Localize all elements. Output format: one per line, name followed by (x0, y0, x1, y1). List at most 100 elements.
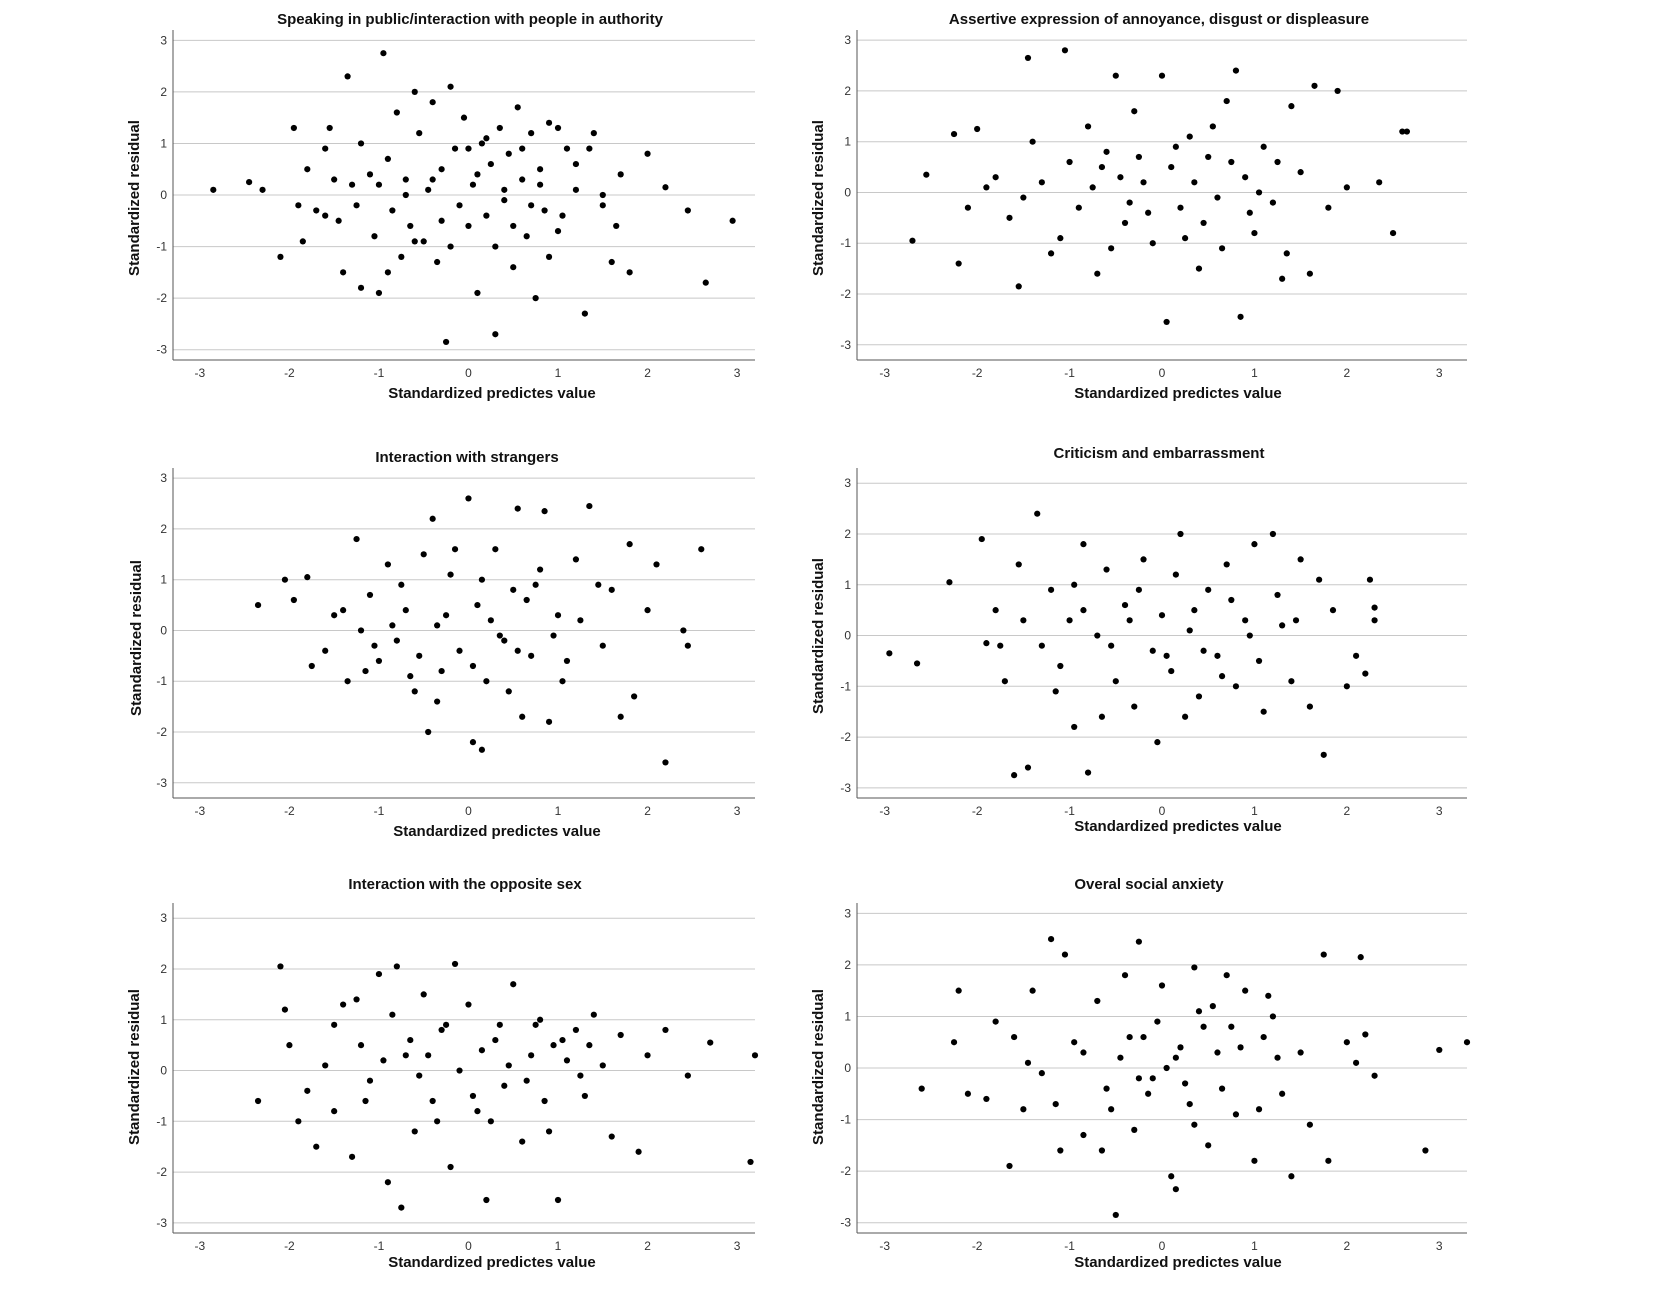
plot-area (172, 468, 755, 799)
data-point (420, 991, 427, 998)
data-point (1075, 204, 1082, 211)
data-point (644, 607, 651, 614)
data-point (1260, 1033, 1267, 1041)
data-point (1061, 47, 1069, 54)
data-point (550, 632, 557, 639)
scatter-plot-criticism: Criticism and embarrassment Standardized… (810, 445, 1467, 835)
data-point (384, 1179, 391, 1186)
data-point (1145, 209, 1152, 216)
data-point (295, 1118, 302, 1125)
data-point (438, 667, 445, 675)
data-point (1011, 1033, 1018, 1041)
data-point (1205, 586, 1212, 593)
data-point (434, 1118, 441, 1125)
data-point (1218, 245, 1226, 252)
data-point (590, 130, 597, 137)
data-point (483, 212, 490, 219)
data-point (277, 963, 284, 970)
data-point (1399, 128, 1406, 135)
x-tick-label: 1 (555, 804, 562, 818)
y-tick-label: 0 (844, 185, 851, 199)
data-point (1352, 652, 1360, 659)
data-point (1057, 662, 1064, 670)
data-point (608, 586, 615, 593)
data-point (371, 642, 378, 649)
data-point (331, 1108, 338, 1115)
data-point (1279, 1090, 1286, 1097)
data-point (398, 1204, 405, 1211)
data-point (586, 1042, 593, 1049)
y-tick-label: 3 (160, 33, 167, 47)
x-tick-label: 3 (734, 804, 741, 818)
data-point (599, 1062, 606, 1069)
y-tick-label: 3 (844, 33, 851, 47)
data-point (1232, 683, 1240, 690)
y-tick-label: 3 (844, 476, 851, 490)
data-point (331, 612, 338, 619)
data-point (434, 258, 441, 266)
data-point (456, 647, 463, 654)
data-point (1020, 194, 1027, 201)
data-point (747, 1158, 754, 1166)
data-point (1158, 982, 1166, 989)
data-point (1084, 123, 1092, 130)
data-point (420, 551, 427, 558)
scatter-plot-authority: Speaking in public/interaction with peop… (126, 11, 755, 402)
data-point (617, 713, 624, 720)
data-point (1242, 617, 1249, 624)
data-point (1103, 566, 1110, 573)
data-point (366, 591, 374, 599)
data-point (1325, 204, 1332, 211)
data-point (1255, 189, 1263, 196)
data-point (483, 135, 490, 142)
data-point (407, 1036, 414, 1044)
data-point (1195, 1008, 1203, 1015)
x-tick-label: -2 (972, 804, 983, 818)
data-point (1242, 174, 1249, 181)
x-tick-label: -2 (972, 1239, 983, 1253)
data-point (474, 1108, 481, 1115)
data-point (474, 601, 481, 609)
data-point (662, 759, 669, 766)
data-point (1158, 72, 1166, 79)
data-point (1292, 617, 1300, 624)
data-point (1024, 1059, 1032, 1066)
data-point (684, 207, 691, 214)
data-point (617, 1031, 624, 1039)
x-tick-label: 2 (1344, 804, 1351, 818)
data-point (434, 622, 441, 629)
data-point (1242, 987, 1249, 994)
chart-title: Interaction with the opposite sex (348, 876, 582, 893)
data-point (554, 124, 562, 132)
data-point (1080, 1131, 1087, 1139)
y-tick-label: 1 (844, 1009, 851, 1023)
y-tick-label: 2 (160, 962, 167, 976)
y-tick-label: 2 (844, 527, 851, 541)
data-point (563, 657, 571, 665)
scatter-plot-assertive: Assertive expression of annoyance, disgu… (810, 11, 1467, 402)
data-point (572, 186, 580, 193)
x-tick-label: -1 (374, 366, 385, 380)
data-point (1145, 1090, 1152, 1097)
data-point (384, 561, 391, 568)
data-point (1163, 652, 1170, 659)
data-point (1306, 703, 1313, 710)
data-point (344, 678, 351, 685)
data-point (469, 181, 477, 188)
data-point (1154, 1018, 1161, 1025)
data-point (577, 617, 584, 624)
data-point (1071, 581, 1078, 588)
data-point (519, 145, 526, 152)
chart-title: Speaking in public/interaction with peop… (277, 11, 664, 28)
data-point (554, 1196, 562, 1204)
data-point (1269, 530, 1277, 538)
data-point (1052, 688, 1059, 695)
data-point (474, 289, 481, 297)
data-point (1135, 938, 1142, 945)
y-tick-label: 0 (844, 629, 851, 643)
x-tick-label: -1 (1064, 1239, 1075, 1253)
data-point (1186, 1100, 1193, 1108)
data-point (1066, 617, 1073, 624)
data-point (1057, 235, 1064, 242)
data-point (1371, 617, 1378, 624)
